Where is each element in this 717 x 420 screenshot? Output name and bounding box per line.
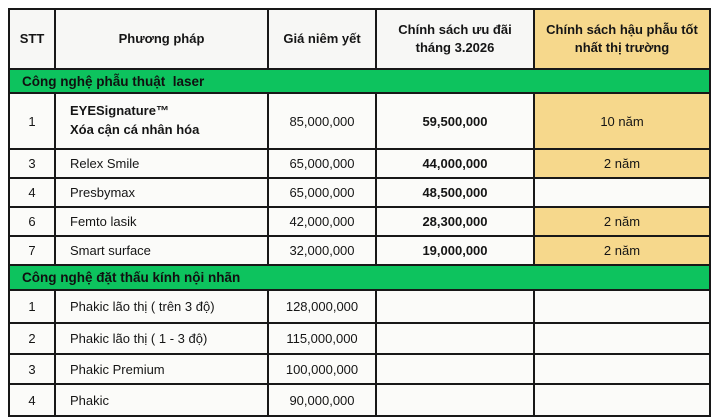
col-header-method: Phương pháp [54,8,269,70]
cell-method: EYESignature™ Xóa cận cá nhân hóa [54,92,269,150]
table-row: 4 Phakic 90,000,000 [8,383,711,417]
cell-warranty [533,322,711,355]
col-header-stt: STT [8,8,56,70]
table-row: 6 Femto lasik 42,000,000 28,300,000 2 nă… [8,206,711,237]
cell-stt: 1 [8,92,56,150]
cell-method: Phakic lão thị ( 1 - 3 độ) [54,322,269,355]
cell-method: Phakic lão thị ( trên 3 độ) [54,289,269,324]
table-row: 7 Smart surface 32,000,000 19,000,000 2 … [8,235,711,266]
cell-list-price: 115,000,000 [267,322,377,355]
cell-promo-price: 28,300,000 [375,206,535,237]
cell-promo-price: 59,500,000 [375,92,535,150]
method-subtitle: Xóa cận cá nhân hóa [70,122,200,137]
col-header-promo: Chính sách ưu đãi tháng 3.2026 [375,8,535,70]
cell-list-price: 32,000,000 [267,235,377,266]
cell-method: Presbymax [54,177,269,208]
cell-promo-price: 44,000,000 [375,148,535,179]
cell-warranty: 2 năm [533,148,711,179]
cell-method: Femto lasik [54,206,269,237]
col-header-list-price: Giá niêm yết [267,8,377,70]
cell-list-price: 100,000,000 [267,353,377,385]
table-row: 3 Relex Smile 65,000,000 44,000,000 2 nă… [8,148,711,179]
cell-promo-price [375,322,535,355]
section-header-lens: Công nghệ đặt thấu kính nội nhãn [8,264,711,291]
cell-stt: 3 [8,148,56,179]
cell-stt: 3 [8,353,56,385]
cell-stt: 4 [8,177,56,208]
cell-list-price: 65,000,000 [267,177,377,208]
cell-stt: 6 [8,206,56,237]
cell-promo-price: 19,000,000 [375,235,535,266]
section-title: Công nghệ đặt thấu kính nội nhãn [8,264,711,291]
section-header-laser: Công nghệ phẫu thuật laser [8,68,711,94]
header-row: STT Phương pháp Giá niêm yết Chính sách … [8,8,711,70]
price-table-container: STT Phương pháp Giá niêm yết Chính sách … [8,8,711,417]
cell-stt: 2 [8,322,56,355]
cell-warranty [533,289,711,324]
col-header-post-op: Chính sách hậu phẫu tốt nhất thị trường [533,8,711,70]
table-row: 4 Presbymax 65,000,000 48,500,000 [8,177,711,208]
cell-list-price: 90,000,000 [267,383,377,417]
table-row: 1 Phakic lão thị ( trên 3 độ) 128,000,00… [8,289,711,324]
cell-promo-price: 48,500,000 [375,177,535,208]
cell-method: Relex Smile [54,148,269,179]
cell-stt: 4 [8,383,56,417]
cell-method: Phakic Premium [54,353,269,385]
cell-list-price: 85,000,000 [267,92,377,150]
table-row: 2 Phakic lão thị ( 1 - 3 độ) 115,000,000 [8,322,711,355]
cell-warranty [533,383,711,417]
cell-warranty: 2 năm [533,206,711,237]
cell-stt: 7 [8,235,56,266]
cell-method: Smart surface [54,235,269,266]
cell-list-price: 65,000,000 [267,148,377,179]
method-name: EYESignature™ [70,103,169,119]
cell-promo-price [375,383,535,417]
cell-warranty: 2 năm [533,235,711,266]
cell-list-price: 128,000,000 [267,289,377,324]
price-table: STT Phương pháp Giá niêm yết Chính sách … [8,8,711,417]
cell-method: Phakic [54,383,269,417]
cell-warranty: 10 năm [533,92,711,150]
cell-warranty [533,177,711,208]
section-title: Công nghệ phẫu thuật laser [8,68,711,94]
cell-stt: 1 [8,289,56,324]
cell-promo-price [375,289,535,324]
table-row: 1 EYESignature™ Xóa cận cá nhân hóa 85,0… [8,92,711,150]
cell-promo-price [375,353,535,385]
table-row: 3 Phakic Premium 100,000,000 [8,353,711,385]
cell-list-price: 42,000,000 [267,206,377,237]
cell-warranty [533,353,711,385]
